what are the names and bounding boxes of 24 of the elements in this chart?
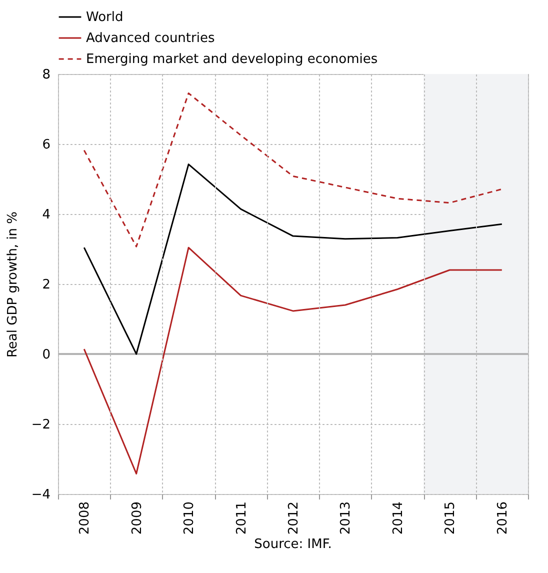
y-axis-title: Real GDP growth, in %: [5, 211, 20, 358]
x-tick-label: 2014: [390, 502, 406, 535]
y-tick-label: 8: [42, 68, 50, 82]
legend-label: Advanced countries: [86, 31, 215, 46]
x-tick-label: 2010: [182, 502, 198, 535]
y-tick-label: 6: [42, 138, 50, 152]
y-tick-label: 4: [42, 208, 50, 222]
x-tick-label: 2015: [443, 502, 458, 535]
x-tick-label: 2012: [286, 502, 302, 535]
line-series: [83, 164, 503, 355]
x-tick-label: 2008: [78, 502, 93, 535]
y-tick-label: 0: [42, 348, 50, 362]
y-tick-label: −4: [31, 488, 50, 502]
legend-label: Emerging market and developing economies: [86, 52, 378, 67]
x-tick-label: 2013: [338, 502, 354, 535]
source-note: Source: IMF.: [254, 537, 332, 552]
y-tick-label: 2: [42, 278, 50, 292]
x-tick-label: 2009: [130, 502, 145, 535]
x-tick-label: 2016: [495, 502, 510, 535]
line-series: [83, 92, 503, 248]
y-tick-label: −2: [31, 418, 50, 432]
line-series: [83, 246, 503, 474]
legend-label: World: [86, 10, 124, 25]
x-tick-label: 2011: [234, 502, 250, 535]
